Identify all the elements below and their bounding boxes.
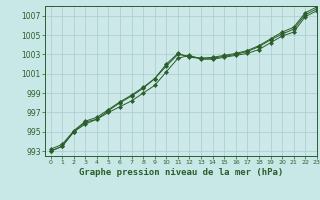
X-axis label: Graphe pression niveau de la mer (hPa): Graphe pression niveau de la mer (hPa) — [79, 168, 283, 177]
